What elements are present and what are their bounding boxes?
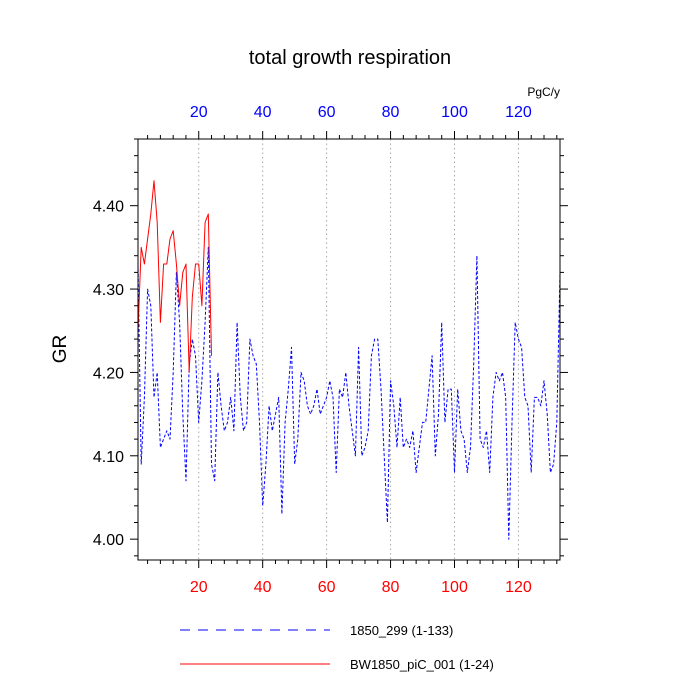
- x-tick-label-bottom-60: 60: [318, 579, 336, 596]
- series-line-1850-299: [137, 246, 561, 540]
- legend: 1850_299 (1-133) BW1850_piC_001 (1-24): [180, 623, 494, 672]
- y-tick-label-4.00: 4.00: [93, 532, 124, 549]
- units-label: PgC/y: [527, 85, 560, 99]
- y-tick-label-4.40: 4.40: [93, 199, 124, 216]
- series-line-bw1850-pic-001: [137, 180, 212, 373]
- x-tick-label-top-60: 60: [318, 104, 336, 121]
- legend-label-bw1850-pic-001: BW1850_piC_001 (1-24): [350, 657, 494, 672]
- axes: 20 20 40 40 60 60 80 80 100 100 120 120 4.00 4.10 4.20…: [93, 104, 568, 596]
- x-tick-label-top-120: 120: [505, 104, 532, 121]
- grid-lines: [198, 139, 519, 560]
- x-tick-label-bottom-40: 40: [254, 579, 272, 596]
- legend-label-1850-299: 1850_299 (1-133): [350, 623, 453, 638]
- x-tick-label-bottom-80: 80: [382, 579, 400, 596]
- x-tick-label-top-20: 20: [190, 104, 208, 121]
- y-tick-label-4.10: 4.10: [93, 449, 124, 466]
- x-tick-label-bottom-100: 100: [441, 579, 468, 596]
- plot-frame: [137, 138, 561, 561]
- x-tick-label-top-80: 80: [382, 104, 400, 121]
- x-tick-label-top-40: 40: [254, 104, 272, 121]
- y-tick-label-4.20: 4.20: [93, 365, 124, 382]
- y-axis-label: GR: [50, 335, 71, 364]
- x-tick-label-top-100: 100: [441, 104, 468, 121]
- chart-title: total growth respiration: [249, 47, 451, 69]
- x-tick-label-bottom-120: 120: [505, 579, 532, 596]
- x-tick-label-bottom-20: 20: [190, 579, 208, 596]
- y-tick-label-4.30: 4.30: [93, 282, 124, 299]
- series-lines: [137, 180, 561, 540]
